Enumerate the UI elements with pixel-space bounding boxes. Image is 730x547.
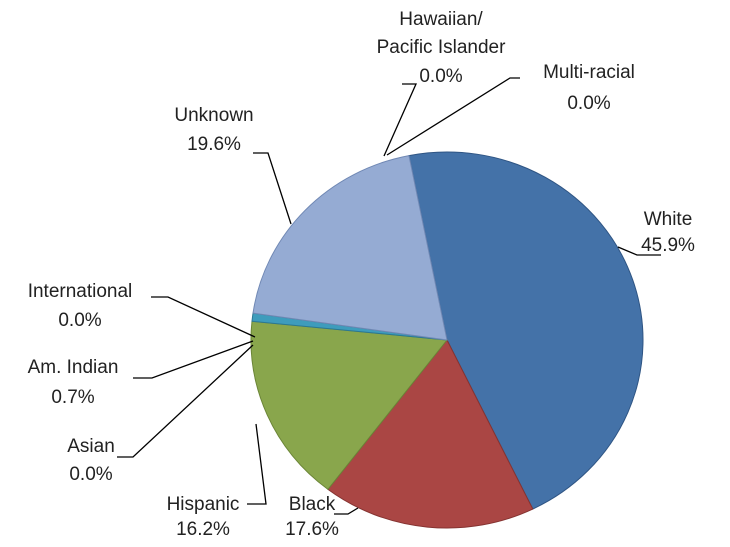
slice-name: Asian xyxy=(67,436,115,457)
slice-percent: 45.9% xyxy=(641,235,695,256)
slice-percent: 0.7% xyxy=(51,387,94,408)
pie-slice-black xyxy=(327,339,534,529)
slice-label-hispanic: Hispanic 16.2% xyxy=(167,494,240,540)
leader-line-white xyxy=(617,246,661,256)
leader-lines xyxy=(117,77,661,515)
slice-percent: 19.6% xyxy=(187,134,241,155)
leader-line-asian xyxy=(117,344,254,458)
slice-name: Hispanic xyxy=(167,494,240,515)
slice-name: White xyxy=(644,209,693,230)
slice-label-international: International 0.0% xyxy=(28,281,133,331)
slice-label-white: White 45.9% xyxy=(641,209,695,256)
leader-line-multi-racial xyxy=(386,77,520,156)
slice-percent: 0.0% xyxy=(69,464,112,485)
pie-slice-hispanic xyxy=(250,320,448,491)
slice-label-asian: Asian 0.0% xyxy=(67,436,115,485)
leader-line-black xyxy=(334,507,359,515)
slice-labels: White 45.9% Black 17.6% Hispanic 16.2% Asian 0.… xyxy=(28,9,695,540)
pie-slice-unknown xyxy=(252,154,448,341)
slice-percent: 17.6% xyxy=(285,519,339,540)
slice-label-am-indian: Am. Indian 0.7% xyxy=(28,357,119,408)
slice-name: International xyxy=(28,281,133,302)
slice-label-unknown: Unknown 19.6% xyxy=(174,105,253,155)
slice-name: Black xyxy=(289,494,336,515)
slice-label-hawaiian-pacific-islander: Hawaiian/Pacific Islander 0.0% xyxy=(377,9,507,87)
slice-name: Pacific Islander xyxy=(377,37,507,58)
slice-name: Multi-racial xyxy=(543,62,635,83)
slice-name: Unknown xyxy=(174,105,253,126)
slice-percent: 0.0% xyxy=(419,66,462,87)
slice-name: Am. Indian xyxy=(28,357,119,378)
leader-line-am-indian xyxy=(133,340,254,379)
slice-percent: 16.2% xyxy=(176,519,230,540)
slice-label-black: Black 17.6% xyxy=(285,494,339,540)
leader-line-international xyxy=(151,296,256,338)
slice-label-multi-racial: Multi-racial 0.0% xyxy=(543,62,635,114)
pie-slices xyxy=(250,151,644,529)
leader-line-hispanic xyxy=(247,423,267,505)
slice-percent: 0.0% xyxy=(58,310,101,331)
pie-slice-white xyxy=(408,151,644,510)
leader-line-unknown xyxy=(253,152,292,225)
slice-percent: 0.0% xyxy=(567,93,610,114)
leader-line-hawaiian-pacific-islander xyxy=(383,83,418,157)
slice-name: Hawaiian/ xyxy=(399,9,483,30)
